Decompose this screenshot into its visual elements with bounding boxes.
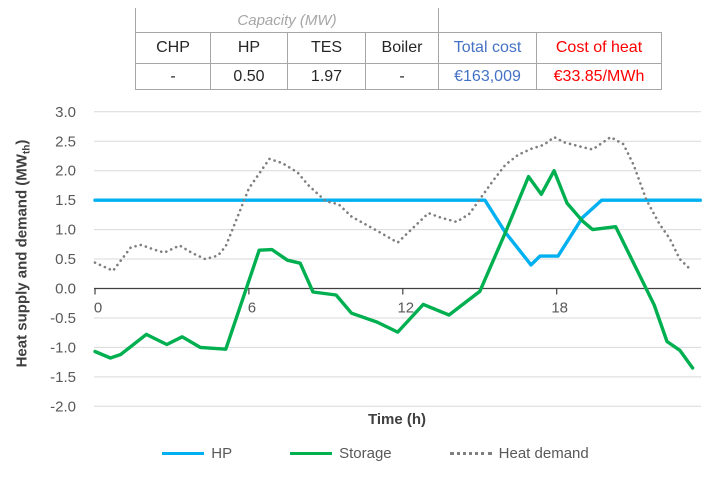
value-chp: -	[135, 63, 211, 90]
legend-item-hp: HP	[162, 445, 232, 462]
capacity-header-row: Capacity (MW)	[135, 8, 662, 33]
legend-item-heat-demand: Heat demand	[449, 445, 589, 462]
capacity-header: Capacity (MW)	[135, 8, 439, 33]
y-tick-label: -2.0	[50, 398, 76, 415]
y-tick-label: -1.5	[50, 369, 76, 386]
y-tick-label: 0.0	[55, 281, 76, 298]
col-header-boiler: Boiler	[365, 32, 439, 64]
capacity-table: Capacity (MW) CHP HP TES Boiler Total co…	[135, 8, 662, 90]
y-tick-label: 2.5	[55, 133, 76, 150]
col-header-cost-of-heat: Cost of heat	[536, 32, 662, 64]
col-header-hp: HP	[210, 32, 288, 64]
x-axis-title: Time (h)	[367, 411, 427, 428]
series-line-heat-demand	[93, 135, 692, 273]
col-header-chp: CHP	[135, 32, 211, 64]
legend-label-heat-demand: Heat demand	[498, 445, 589, 462]
storage-line-swatch	[290, 452, 333, 455]
value-tes: 1.97	[287, 63, 366, 90]
hp-line-swatch	[162, 452, 205, 455]
y-tick-label: -0.5	[50, 310, 76, 327]
value-hp: 0.50	[210, 63, 288, 90]
series-line-storage	[93, 168, 695, 370]
chart-legend: HP Storage Heat demand	[0, 445, 723, 462]
x-tick-label: 6	[248, 300, 256, 317]
y-tick-label: 3.0	[55, 104, 76, 121]
y-tick-label: 2.0	[55, 163, 76, 180]
table-header-row: CHP HP TES Boiler Total cost Cost of hea…	[135, 32, 662, 64]
y-tick-label: 1.0	[55, 222, 76, 239]
series-line-hp	[93, 198, 702, 267]
legend-label-storage: Storage	[339, 445, 392, 462]
y-tick-label: -1.0	[50, 339, 76, 356]
y-tick-label: 0.5	[55, 251, 76, 268]
table-value-row: - 0.50 1.97 - €163,009 €33.85/MWh	[135, 63, 662, 90]
legend-item-storage: Storage	[290, 445, 392, 462]
y-tick-label: 1.5	[55, 192, 76, 209]
legend-label-hp: HP	[211, 445, 233, 462]
value-cost-of-heat: €33.85/MWh	[536, 63, 662, 90]
heat-demand-line-swatch	[449, 452, 492, 455]
x-tick-label: 0	[94, 300, 102, 317]
x-tick-label: 18	[551, 300, 568, 317]
x-tick-label: 12	[397, 300, 414, 317]
value-boiler: -	[365, 63, 439, 90]
value-total-cost: €163,009	[438, 63, 537, 90]
